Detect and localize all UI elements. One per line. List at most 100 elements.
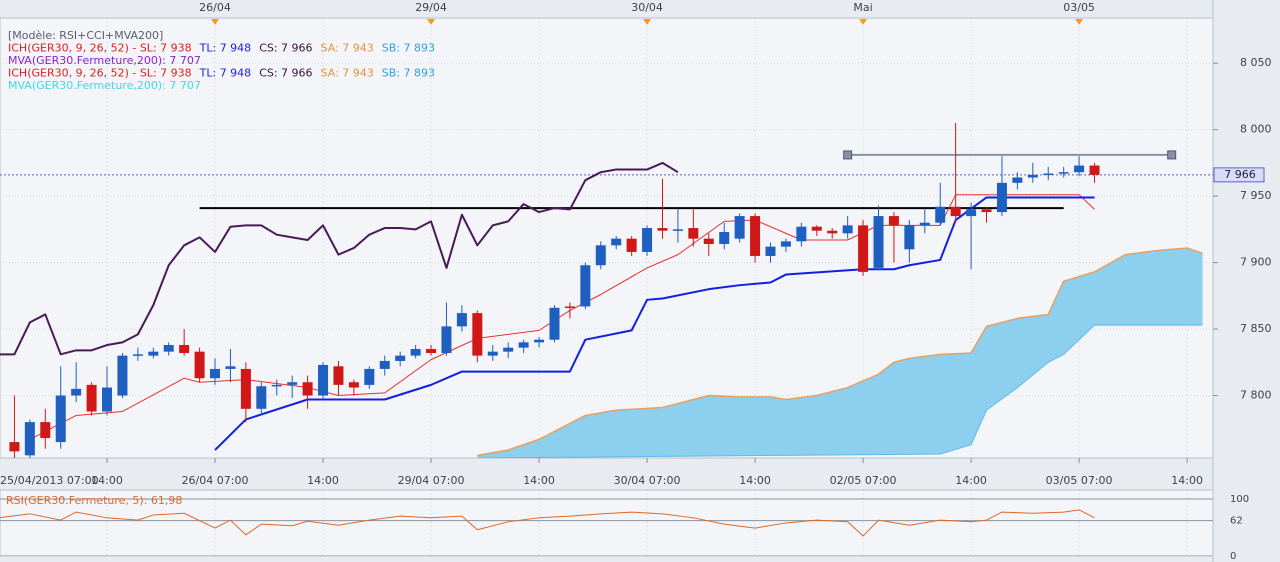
x-tick-label: 14:00 xyxy=(523,474,555,487)
legend-line: MVA(GER30.Fermeture,200): 7 707 xyxy=(8,79,201,92)
x-tick-label: 02/05 07:00 xyxy=(830,474,897,487)
y-tick-label: 7 950 xyxy=(1240,189,1272,202)
date-marker xyxy=(211,19,220,25)
candle-body xyxy=(595,245,606,266)
candle-body xyxy=(117,355,128,396)
candle-body xyxy=(935,206,946,223)
legend-text: SB: 7 893 xyxy=(382,42,435,55)
candle-body xyxy=(811,226,822,231)
candle-body xyxy=(503,347,514,352)
candle-body xyxy=(179,345,190,353)
candle-body xyxy=(1089,165,1100,175)
y-tick-label: 8 050 xyxy=(1240,56,1272,69)
candle-body xyxy=(549,307,560,340)
legend-text: CS: 7 966 xyxy=(259,67,312,80)
candle-body xyxy=(750,216,761,256)
candle-body xyxy=(626,238,637,252)
candle-body xyxy=(672,229,683,231)
x-tick-label: 30/04 07:00 xyxy=(614,474,681,487)
date-marker xyxy=(427,19,436,25)
candle-body xyxy=(1043,173,1054,176)
line-handle xyxy=(843,150,853,160)
x-tick-label: 03/05 07:00 xyxy=(1046,474,1113,487)
candle-body xyxy=(456,313,467,327)
candle-body xyxy=(240,368,251,409)
candle-body xyxy=(734,216,745,239)
candle-body xyxy=(163,345,174,352)
candle-body xyxy=(657,228,668,231)
candle-body xyxy=(1058,172,1069,174)
candle-body xyxy=(719,232,730,244)
price-tag-label: 7 966 xyxy=(1224,168,1256,181)
indicator-line xyxy=(214,196,1095,451)
cloud-upper-edge xyxy=(477,247,1203,457)
legend-text: ICH(GER30, 9, 26, 52) - SL: 7 938 xyxy=(8,67,192,80)
legend-text: CS: 7 966 xyxy=(259,42,312,55)
candle-body xyxy=(796,226,807,242)
candle-body xyxy=(688,228,699,239)
candle-body xyxy=(919,222,930,226)
rsi-title: RSI(GER30.Fermeture, 5): 61,98 xyxy=(6,494,182,507)
candle-body xyxy=(426,348,437,353)
candle-body xyxy=(194,351,205,379)
candle-body xyxy=(395,355,406,361)
date-label: 26/04 xyxy=(199,1,231,14)
candle-body xyxy=(858,225,869,272)
candle-body xyxy=(888,216,899,226)
x-tick-label: 14:00 xyxy=(955,474,987,487)
candle-body xyxy=(642,228,653,252)
cloud-lower-edge xyxy=(477,324,1203,458)
candle-body xyxy=(765,246,776,256)
date-label: 29/04 xyxy=(415,1,447,14)
candle-body xyxy=(302,382,313,396)
plot-layer xyxy=(0,18,1213,458)
candle-body xyxy=(580,265,591,307)
candle-body xyxy=(1012,177,1023,183)
rsi-layer xyxy=(0,490,1213,556)
candle-body xyxy=(1027,174,1038,178)
rsi-tick-label: 62 xyxy=(1230,516,1243,527)
x-tick-label: 29/04 07:00 xyxy=(398,474,465,487)
candle-body xyxy=(873,216,884,268)
y-tick-label: 7 850 xyxy=(1240,322,1272,335)
candle-body xyxy=(9,442,20,452)
candle-body xyxy=(333,366,344,385)
cloud xyxy=(477,247,1203,458)
candle-body xyxy=(472,313,483,356)
candle-body xyxy=(71,388,82,396)
candle-body xyxy=(148,351,159,356)
candle-body xyxy=(441,326,452,353)
legend-text: SA: 7 943 xyxy=(321,42,374,55)
candle-body xyxy=(86,384,97,412)
date-label: Mai xyxy=(853,1,872,14)
candle-body xyxy=(55,395,66,443)
candle-body xyxy=(287,382,298,385)
candle-body xyxy=(318,364,329,396)
legend-text: [Modèle: RSI+CCI+MVA200] xyxy=(8,29,163,42)
date-label: 03/05 xyxy=(1063,1,1095,14)
x-tick-label: 26/04 07:00 xyxy=(182,474,249,487)
candle-body xyxy=(534,339,545,343)
date-label: 30/04 xyxy=(631,1,663,14)
x-tick-label: 14:00 xyxy=(91,474,123,487)
candle-body xyxy=(256,386,267,409)
date-marker xyxy=(859,19,868,25)
x-tick-label: 14:00 xyxy=(307,474,339,487)
legend-line: MVA(GER30.Fermeture,200): 7 707 xyxy=(8,54,201,67)
candle-body xyxy=(132,354,143,356)
candle-body xyxy=(410,348,421,356)
legend-line: [Modèle: RSI+CCI+MVA200] xyxy=(8,29,163,42)
legend-line: ICH(GER30, 9, 26, 52) - SL: 7 938 TL: 7 9… xyxy=(8,67,435,80)
y-tick-label: 7 900 xyxy=(1240,256,1272,269)
candle-body xyxy=(904,225,915,250)
legend-text: MVA(GER30.Fermeture,200): 7 707 xyxy=(8,79,201,92)
candle-body xyxy=(996,182,1007,213)
candle-body xyxy=(379,360,390,369)
line-handle xyxy=(1167,150,1177,160)
candle-body xyxy=(564,306,575,308)
candle-body xyxy=(950,206,961,217)
x-tick-label: 25/04/2013 07:00 xyxy=(0,474,99,487)
